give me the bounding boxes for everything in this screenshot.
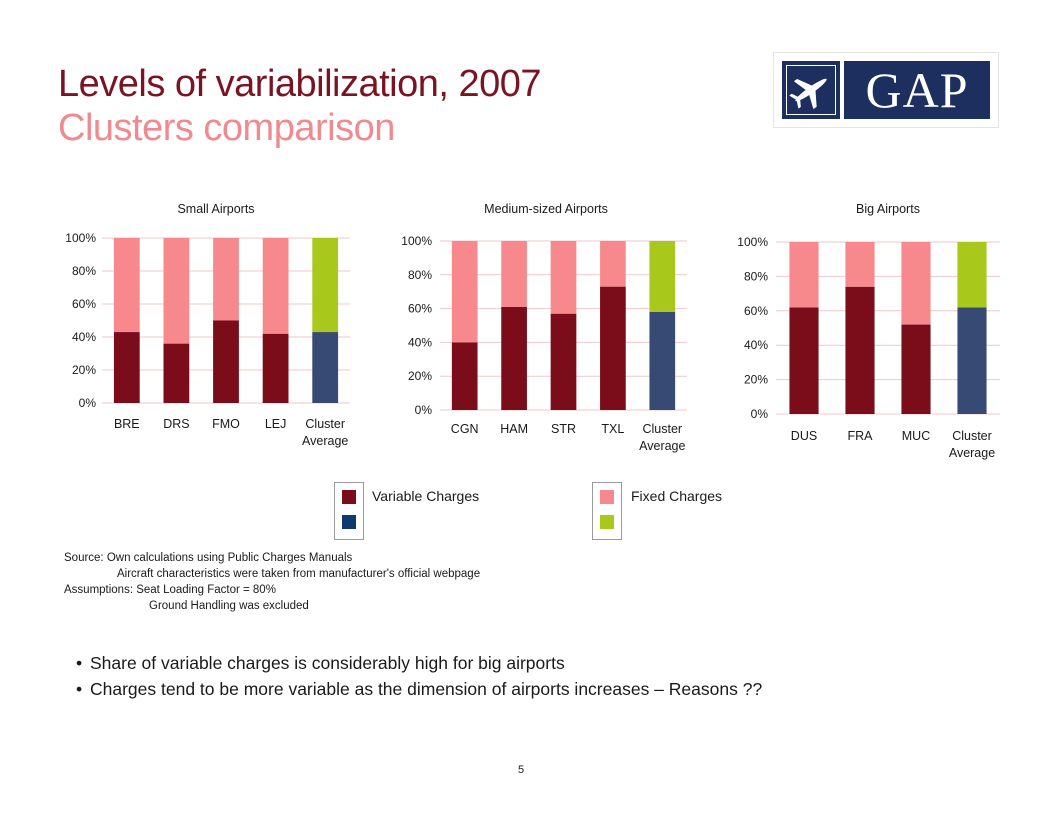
x-category-label: CGN bbox=[451, 422, 479, 436]
bar-fixed bbox=[845, 242, 875, 287]
x-category-label: MUC bbox=[902, 429, 930, 443]
y-tick-label: 100% bbox=[737, 235, 768, 249]
bar-fixed bbox=[451, 241, 478, 343]
x-category-label: STR bbox=[551, 422, 576, 436]
legend-fixed-box bbox=[592, 482, 622, 540]
bar-variable bbox=[451, 342, 478, 410]
y-tick-label: 80% bbox=[408, 268, 432, 282]
legend-variable-box bbox=[334, 482, 364, 540]
y-tick-label: 20% bbox=[72, 363, 96, 377]
airplane-icon bbox=[782, 61, 840, 119]
x-category-label: FMO bbox=[212, 417, 240, 431]
legend-fixed-label: Fixed Charges bbox=[631, 488, 723, 504]
bar-fixed bbox=[789, 242, 819, 308]
bar-fixed bbox=[213, 238, 239, 321]
bar-variable bbox=[600, 286, 626, 410]
chart-title: Medium-sized Airports bbox=[484, 202, 608, 216]
x-category-label: HAM bbox=[500, 422, 528, 436]
bar-variable bbox=[501, 306, 527, 410]
bar-variable bbox=[312, 332, 339, 403]
logo-wordmark: GAP bbox=[844, 61, 990, 119]
y-tick-label: 100% bbox=[65, 231, 96, 245]
bar-fixed bbox=[163, 238, 190, 344]
page-title: Levels of variabilization, 2007 bbox=[58, 63, 542, 105]
y-tick-label: 60% bbox=[744, 304, 768, 318]
bar-variable bbox=[789, 307, 819, 414]
y-tick-label: 80% bbox=[72, 264, 96, 278]
legend-swatch-variable bbox=[342, 490, 356, 504]
source-note-2: Aircraft characteristics were taken from… bbox=[117, 568, 481, 580]
gap-logo: GAP bbox=[773, 52, 999, 128]
y-tick-label: 0% bbox=[79, 396, 97, 410]
bar-fixed bbox=[649, 241, 676, 312]
y-tick-label: 100% bbox=[401, 234, 432, 248]
x-category-label: Cluster bbox=[952, 429, 992, 443]
x-category-label: Average bbox=[302, 434, 348, 448]
y-tick-label: 60% bbox=[72, 297, 96, 311]
bar-variable bbox=[957, 307, 987, 414]
assumptions-note-1: Assumptions: Seat Loading Factor = 80% bbox=[64, 584, 276, 596]
assumptions-note-2: Ground Handling was excluded bbox=[149, 600, 309, 612]
y-tick-label: 60% bbox=[408, 302, 432, 316]
bar-variable bbox=[845, 286, 875, 414]
legend-variable-label: Variable Charges bbox=[372, 488, 480, 504]
bar-fixed bbox=[113, 238, 140, 333]
x-category-label: DRS bbox=[163, 417, 189, 431]
y-tick-label: 20% bbox=[408, 369, 432, 383]
bar-fixed bbox=[550, 241, 577, 314]
bar-fixed bbox=[957, 242, 987, 308]
bar-fixed bbox=[901, 242, 931, 325]
bar-variable bbox=[213, 320, 239, 403]
bar-fixed bbox=[312, 238, 339, 333]
bar-fixed bbox=[600, 241, 626, 287]
x-category-label: DUS bbox=[791, 429, 817, 443]
bullet-item: • Share of variable charges is considerab… bbox=[76, 653, 565, 673]
bar-variable bbox=[113, 332, 140, 403]
bar-variable bbox=[262, 333, 289, 403]
bar-variable bbox=[901, 324, 931, 414]
x-category-label: BRE bbox=[114, 417, 140, 431]
chart-title: Small Airports bbox=[177, 202, 254, 216]
y-tick-label: 20% bbox=[744, 373, 768, 387]
page-subtitle: Clusters comparison bbox=[58, 107, 395, 149]
source-note-1: Source: Own calculations using Public Ch… bbox=[64, 552, 353, 564]
legend-swatch-fixed bbox=[600, 490, 614, 504]
x-category-label: Average bbox=[639, 439, 685, 453]
bar-variable bbox=[550, 313, 577, 410]
charts-area: Small Airports 0% 20% 40% 60% 80% 100% BRE DRS FM… bbox=[65, 202, 1000, 460]
legend-swatch-cluster-fixed bbox=[600, 515, 614, 529]
bar-variable bbox=[649, 311, 676, 410]
bar-fixed bbox=[501, 241, 527, 307]
x-category-label: Cluster bbox=[643, 422, 683, 436]
x-category-label: TXL bbox=[601, 422, 624, 436]
page-number: 5 bbox=[518, 764, 525, 776]
x-category-label: Cluster bbox=[305, 417, 345, 431]
chart-title: Big Airports bbox=[856, 202, 920, 216]
y-tick-label: 40% bbox=[744, 338, 768, 352]
legend-swatch-cluster-variable bbox=[342, 515, 356, 529]
y-tick-label: 40% bbox=[408, 335, 432, 349]
x-category-label: Average bbox=[949, 446, 995, 460]
x-category-label: LEJ bbox=[265, 417, 287, 431]
y-tick-label: 40% bbox=[72, 330, 96, 344]
bar-variable bbox=[163, 343, 190, 403]
y-tick-label: 0% bbox=[415, 403, 433, 417]
bullet-item: • Charges tend to be more variable as the… bbox=[76, 679, 763, 699]
bar-fixed bbox=[262, 238, 289, 334]
y-tick-label: 80% bbox=[744, 269, 768, 283]
y-tick-label: 0% bbox=[751, 407, 769, 421]
x-category-label: FRA bbox=[848, 429, 874, 443]
